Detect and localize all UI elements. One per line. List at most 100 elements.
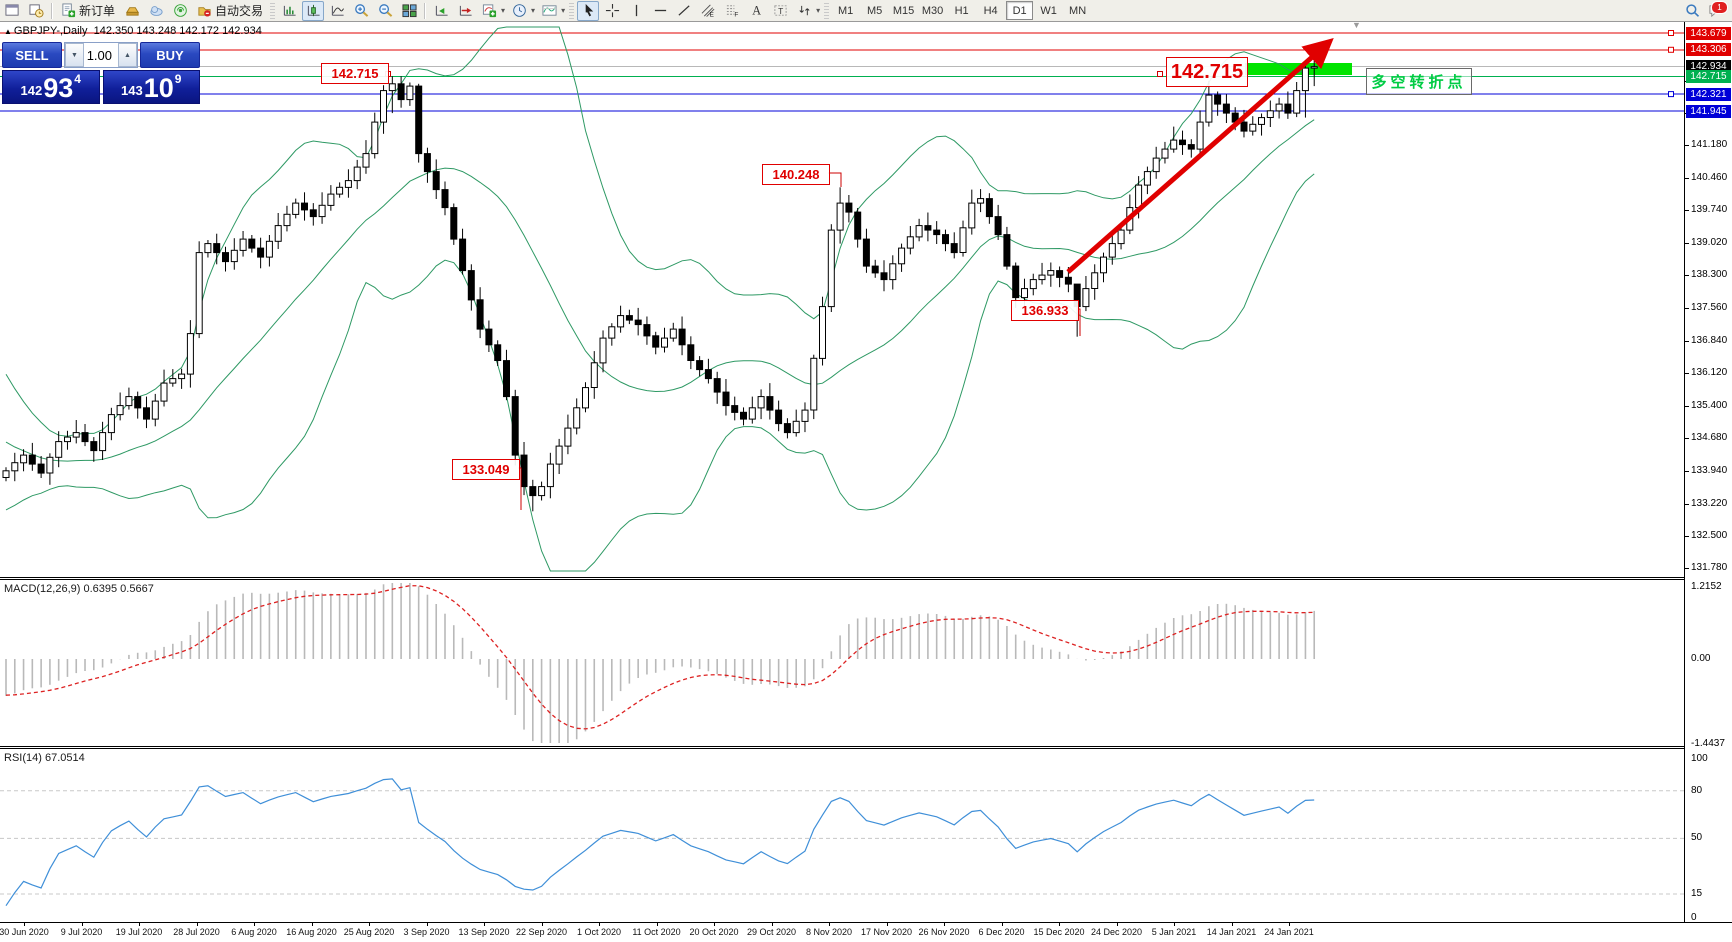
rsi-pane[interactable]: RSI(14) 67.0514 xyxy=(0,749,1684,922)
price-axis[interactable]: 142.620141.900141.180140.460139.740139.0… xyxy=(1684,21,1732,923)
date-label: 6 Dec 2020 xyxy=(978,927,1025,937)
dropdown-caret-icon[interactable]: ▾ xyxy=(816,6,821,15)
chart-symbol-period: GBPJPY-,Daily xyxy=(13,25,88,37)
trendline-icon[interactable] xyxy=(673,1,695,21)
fibo-icon[interactable]: F xyxy=(721,1,743,21)
vline-icon[interactable] xyxy=(625,1,647,21)
search-icon[interactable] xyxy=(1681,1,1703,21)
pane-splitter[interactable] xyxy=(0,577,1732,580)
cursor-icon[interactable] xyxy=(577,0,600,21)
line-handle[interactable] xyxy=(1668,91,1674,98)
cn-note-label[interactable]: 多空转折点 xyxy=(1366,68,1472,95)
date-label: 29 Oct 2020 xyxy=(746,927,797,937)
bollinger-upper-line xyxy=(5,26,1315,437)
volume-decrease-button[interactable]: ▼ xyxy=(65,43,84,67)
chart-window[interactable]: ▲ GBPJPY-,Daily 142.350 143.248 142.172 1… xyxy=(0,21,1732,942)
axis-tick xyxy=(369,923,370,926)
line-chart-icon[interactable] xyxy=(326,1,348,21)
sell-button[interactable]: SELL xyxy=(2,42,62,68)
tile-windows-icon[interactable] xyxy=(398,1,420,21)
bollinger-bands-group xyxy=(5,26,1315,572)
price-annotation[interactable]: 133.049 xyxy=(452,459,520,480)
macd-canvas[interactable] xyxy=(0,580,1684,746)
buy-price-big: 10 xyxy=(143,73,174,103)
volume-field: ▼ 1.00 ▲ xyxy=(64,42,138,68)
axis-tick xyxy=(1116,923,1118,926)
axis-tick xyxy=(1685,471,1689,472)
price-pane[interactable]: ▲ GBPJPY-,Daily 142.350 143.248 142.172 1… xyxy=(0,21,1684,577)
volume-increase-button[interactable]: ▲ xyxy=(118,43,137,67)
auto-scroll-icon[interactable] xyxy=(430,1,452,21)
price-annotation[interactable]: 142.715 xyxy=(321,63,389,84)
textlabel-icon[interactable]: T xyxy=(769,1,791,21)
axis-tick xyxy=(426,923,428,926)
price-tick-label: 141.180 xyxy=(1691,139,1728,151)
toolbar-separator xyxy=(270,2,276,19)
chart-shift-marker-icon[interactable]: ▼ xyxy=(1352,21,1361,30)
timeframe-m1-button[interactable]: M1 xyxy=(837,4,854,17)
bar-chart-icon[interactable] xyxy=(278,1,300,21)
dropdown-caret-icon[interactable]: ▾ xyxy=(561,6,566,15)
price-annotation[interactable]: 140.248 xyxy=(762,164,830,185)
pane-splitter[interactable] xyxy=(0,746,1732,749)
autotrade-button[interactable]: 自动交易 xyxy=(192,2,268,20)
buy-price-display[interactable]: 143 10 9 xyxy=(102,70,200,104)
chart-shift-icon[interactable] xyxy=(454,1,476,21)
price-annotation[interactable]: 142.715 xyxy=(1166,57,1248,87)
toolbar-separator xyxy=(569,2,575,19)
timeframe-h1-button[interactable]: H1 xyxy=(954,4,969,17)
signal-icon[interactable] xyxy=(169,1,191,21)
timeframe-m30-button[interactable]: M30 xyxy=(921,4,944,17)
timeframe-m15-button[interactable]: M15 xyxy=(892,4,915,17)
timeframe-m5-button[interactable]: M5 xyxy=(866,4,883,17)
periods-icon[interactable] xyxy=(508,1,530,21)
rsi-canvas[interactable] xyxy=(0,749,1684,922)
rsi-scale-label: 100 xyxy=(1691,753,1708,764)
date-label: 24 Jan 2021 xyxy=(1264,927,1314,937)
timeframe-mn-button[interactable]: MN xyxy=(1069,4,1087,17)
profiles-icon[interactable] xyxy=(25,1,47,21)
marked-price-label: 141.945 xyxy=(1686,104,1731,118)
date-label: 19 Jul 2020 xyxy=(115,927,163,937)
price-annotation[interactable]: 136.933 xyxy=(1011,300,1079,321)
data-cloud-icon[interactable] xyxy=(145,1,167,21)
chart-window-icon[interactable] xyxy=(1,1,23,21)
channel-icon[interactable]: E xyxy=(697,1,719,21)
dropdown-caret-icon[interactable]: ▾ xyxy=(531,6,536,15)
hline-icon[interactable] xyxy=(649,1,671,21)
time-axis[interactable]: 30 Jun 2020 9 Jul 2020 19 Jul 2020 28 Jul 2… xyxy=(0,922,1732,942)
sell-price-display[interactable]: 142 93 4 xyxy=(2,70,100,104)
volume-input[interactable]: 1.00 xyxy=(86,47,112,63)
zoom-in-icon[interactable] xyxy=(350,1,372,21)
timeframe-h4-button[interactable]: H4 xyxy=(983,4,998,17)
sell-price-big: 93 xyxy=(43,73,74,103)
axis-tick xyxy=(1685,504,1689,505)
candle-chart-icon[interactable] xyxy=(302,0,325,21)
axis-tick xyxy=(484,923,485,926)
price-tick-label: 138.300 xyxy=(1691,269,1728,281)
price-chart-canvas[interactable] xyxy=(0,21,1684,577)
price-tick-label: 139.020 xyxy=(1691,236,1728,248)
timeframe-d1-button[interactable]: D1 xyxy=(1006,1,1034,20)
crosshair-icon[interactable] xyxy=(601,1,623,21)
rsi-line xyxy=(5,778,1315,907)
zoom-out-icon[interactable] xyxy=(374,1,396,21)
template-icon[interactable] xyxy=(538,1,560,21)
marked-price-label: 142.321 xyxy=(1686,87,1731,101)
date-label: 17 Nov 2020 xyxy=(860,927,913,937)
line-handle[interactable] xyxy=(1668,46,1674,53)
arrows-icon[interactable] xyxy=(793,1,815,21)
buy-button[interactable]: BUY xyxy=(140,42,200,68)
line-handle[interactable] xyxy=(1668,30,1674,36)
dropdown-caret-icon[interactable]: ▾ xyxy=(501,6,506,15)
axis-tick xyxy=(1231,923,1233,926)
text-icon[interactable]: A xyxy=(745,1,767,21)
macd-pane[interactable]: MACD(12,26,9) 0.6395 0.5667 xyxy=(0,580,1684,746)
timeframe-w1-button[interactable]: W1 xyxy=(1040,4,1057,17)
notifications-button[interactable]: 1 xyxy=(1704,0,1728,20)
new-order-button[interactable]: 新订单 xyxy=(56,2,120,20)
toolbar: 新订单 自动交易 ▾ ▾ ▾ E F A T ▾ M1 M5 M15 M30 H1 H4 D1 W1 MN 1 xyxy=(0,0,1732,22)
indicators-icon[interactable] xyxy=(478,1,500,21)
trend-arrow[interactable] xyxy=(1066,38,1334,274)
market-gold-icon[interactable] xyxy=(121,1,143,21)
